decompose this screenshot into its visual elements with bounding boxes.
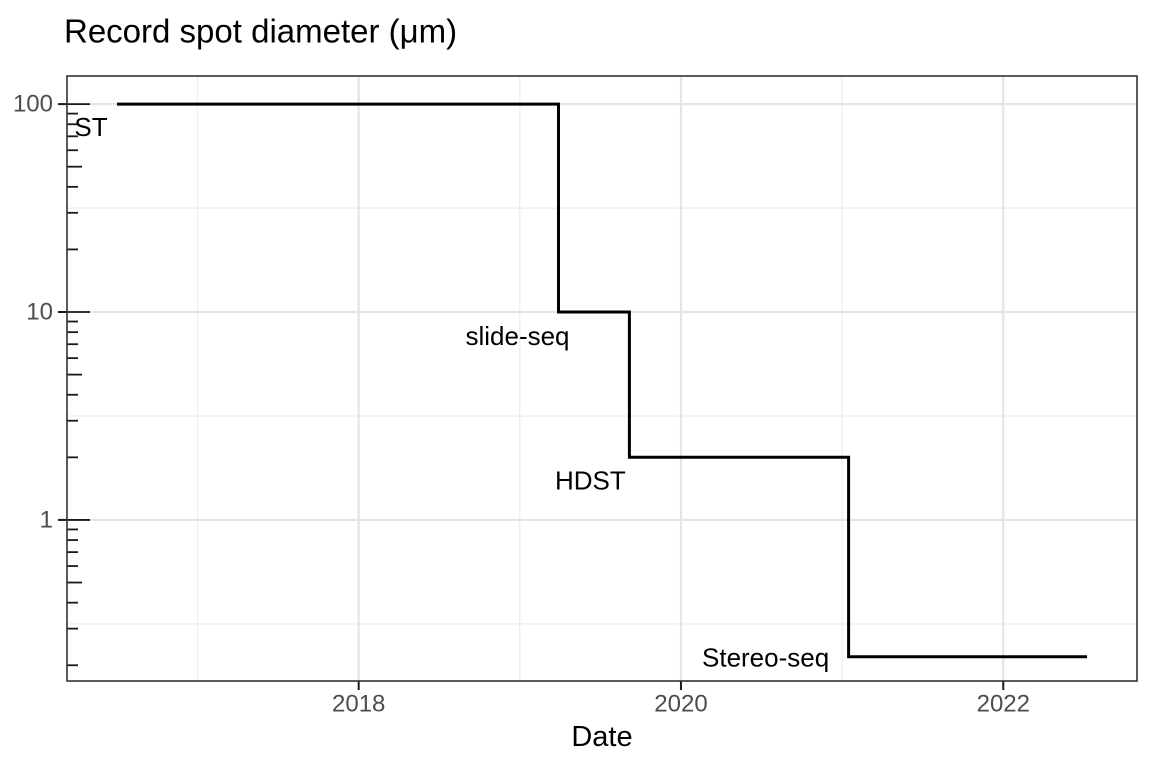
y-tick-label: 10 (26, 299, 53, 326)
chart-title: Record spot diameter (μm) (64, 13, 457, 50)
annotation-label-stereo-seq: Stereo-seq (702, 643, 829, 673)
x-tick-label: 2018 (332, 691, 385, 718)
panel-border (66, 75, 1138, 682)
gridlines-major (67, 76, 1137, 681)
y-axis-log-ticks (67, 103, 90, 667)
x-tick-label: 2020 (654, 691, 707, 718)
step-line (117, 102, 1087, 659)
x-tick-label: 2022 (977, 691, 1030, 718)
y-tick-label: 1 (40, 506, 53, 533)
annotation-label-hdst: HDST (555, 465, 626, 495)
y-tick-label: 100 (13, 91, 53, 118)
annotation-label-st: ST (74, 112, 107, 142)
axis-tick-marks (58, 103, 1005, 690)
annotation-label-slide-seq: slide-seq (465, 321, 569, 351)
gridlines-minor (67, 76, 1137, 681)
x-axis-title: Date (571, 721, 632, 753)
